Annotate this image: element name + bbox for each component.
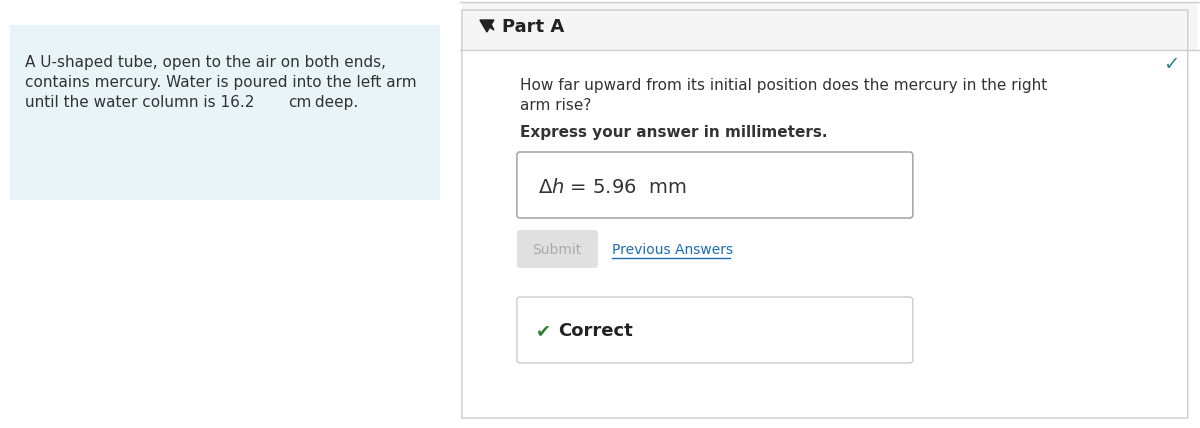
Text: cm: cm (288, 95, 311, 110)
Polygon shape (482, 22, 494, 30)
FancyBboxPatch shape (10, 25, 440, 200)
FancyBboxPatch shape (462, 2, 1198, 50)
Text: How far upward from its initial position does the mercury in the right: How far upward from its initial position… (520, 78, 1048, 93)
Polygon shape (480, 20, 494, 32)
Text: Part A: Part A (502, 18, 564, 36)
Text: A U-shaped tube, open to the air on both ends,: A U-shaped tube, open to the air on both… (25, 55, 386, 70)
Text: ✔: ✔ (536, 322, 551, 340)
Text: arm rise?: arm rise? (520, 98, 592, 113)
FancyBboxPatch shape (517, 230, 598, 268)
Text: Submit: Submit (533, 243, 582, 257)
Text: Previous Answers: Previous Answers (612, 243, 733, 257)
Text: Correct: Correct (558, 322, 632, 340)
Text: until the water column is 16.2: until the water column is 16.2 (25, 95, 264, 110)
Text: Express your answer in millimeters.: Express your answer in millimeters. (520, 125, 827, 140)
FancyBboxPatch shape (517, 152, 913, 218)
Text: deep.: deep. (310, 95, 358, 110)
FancyBboxPatch shape (517, 297, 913, 363)
Text: $\Delta h$ = 5.96  mm: $\Delta h$ = 5.96 mm (538, 178, 686, 197)
Text: contains mercury. Water is poured into the left arm: contains mercury. Water is poured into t… (25, 75, 416, 90)
Text: ✓: ✓ (1163, 55, 1180, 74)
